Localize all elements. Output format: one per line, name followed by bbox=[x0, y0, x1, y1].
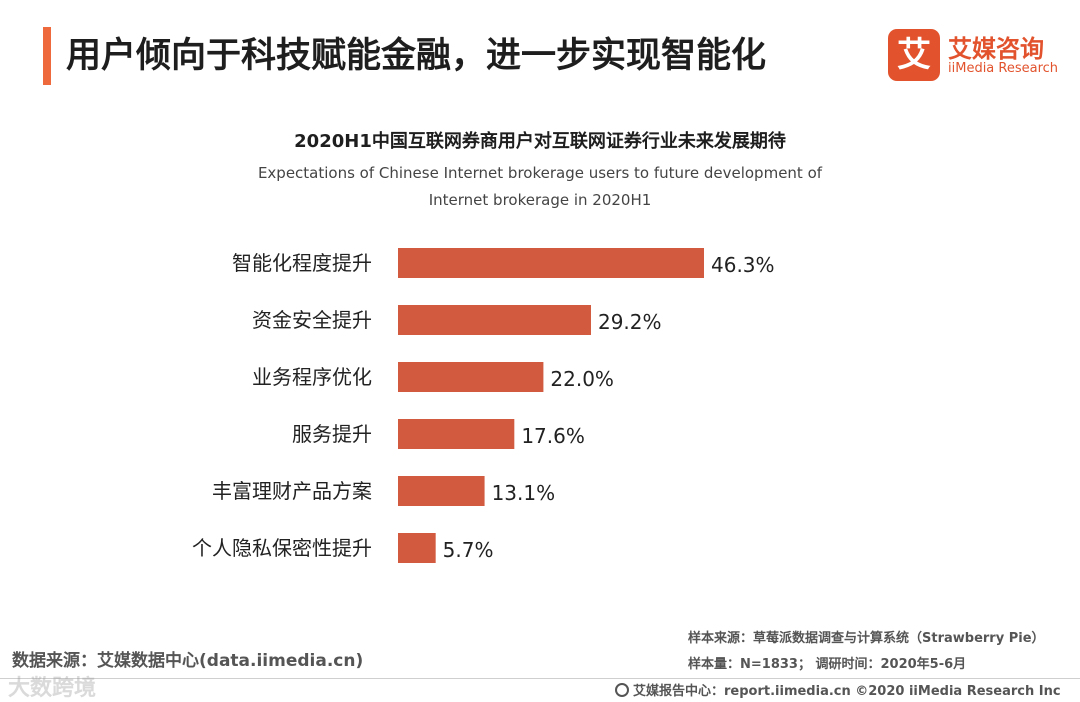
bar-5 bbox=[398, 476, 485, 506]
slide-title: 用户倾向于科技赋能金融，进一步实现智能化 bbox=[66, 36, 767, 76]
chart-subtitle-line-1: Expectations of Chinese Internet brokera… bbox=[257, 164, 823, 182]
category-label-2: 资金安全提升 bbox=[252, 308, 372, 332]
bar-1 bbox=[398, 248, 704, 278]
title-accent-bar bbox=[43, 27, 51, 85]
globe-icon bbox=[615, 683, 629, 697]
chart-subtitle-line-2: Internet brokerage in 2020H1 bbox=[428, 191, 652, 209]
value-label-3: 22.0% bbox=[550, 367, 614, 391]
bar-4 bbox=[398, 419, 515, 449]
bar-2 bbox=[398, 305, 591, 335]
value-label-6: 5.7% bbox=[443, 538, 494, 562]
sample-source-note: 样本来源：草莓派数据调查与计算系统（Strawberry Pie） bbox=[688, 631, 1045, 646]
category-label-3: 业务程序优化 bbox=[252, 365, 372, 389]
category-label-1: 智能化程度提升 bbox=[232, 251, 372, 275]
logo-name-en: iiMedia Research bbox=[948, 61, 1059, 76]
data-source-label: 数据来源：艾媒数据中心(data.iimedia.cn) bbox=[12, 651, 364, 671]
sample-size-note: 样本量：N=1833； 调研时间：2020年5-6月 bbox=[688, 657, 967, 672]
watermark: 大数跨境 bbox=[8, 676, 97, 701]
chart-subtitle: Expectations of Chinese Internet brokera… bbox=[240, 160, 840, 214]
bar-6 bbox=[398, 533, 436, 563]
category-label-4: 服务提升 bbox=[292, 422, 372, 446]
value-label-4: 17.6% bbox=[521, 424, 585, 448]
category-label-6: 个人隐私保密性提升 bbox=[192, 536, 372, 560]
value-label-5: 13.1% bbox=[492, 481, 556, 505]
report-center-text: 艾媒报告中心：report.iimedia.cn ©2020 iiMedia R… bbox=[633, 684, 1061, 699]
logo-mark-icon: 艾 bbox=[888, 29, 940, 81]
chart-title: 2020H1中国互联网券商用户对互联网证券行业未来发展期待 bbox=[294, 131, 786, 152]
report-center-footer: 艾媒报告中心：report.iimedia.cn ©2020 iiMedia R… bbox=[615, 680, 1061, 699]
bar-3 bbox=[398, 362, 544, 392]
logo-name-cn: 艾媒咨询 bbox=[948, 35, 1044, 63]
value-label-2: 29.2% bbox=[598, 310, 662, 334]
category-label-5: 丰富理财产品方案 bbox=[212, 479, 372, 503]
value-label-1: 46.3% bbox=[711, 253, 775, 277]
footer-divider bbox=[0, 678, 1080, 679]
iimedia-logo: 艾 艾媒咨询 iiMedia Research bbox=[888, 29, 1068, 85]
